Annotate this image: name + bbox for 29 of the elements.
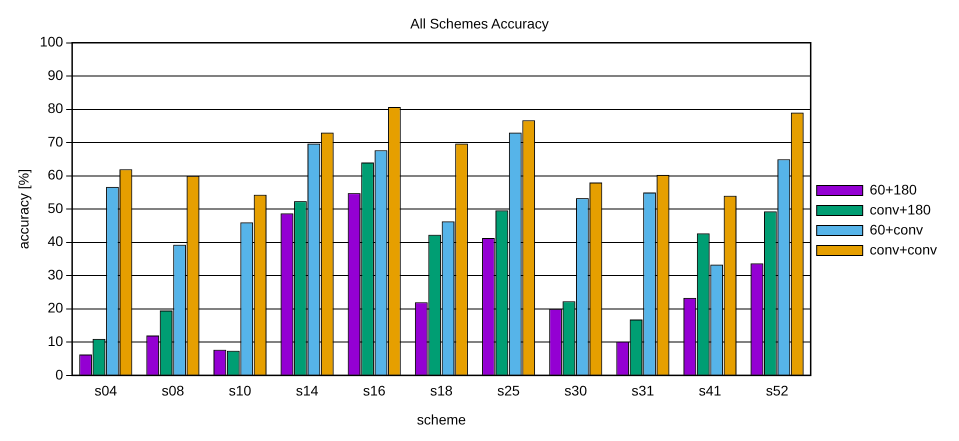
chart-title: All Schemes Accuracy — [410, 15, 549, 32]
x-tick-label: s10 — [228, 382, 252, 399]
y-axis-title: accuracy [%] — [15, 169, 32, 250]
x-tick-label: s30 — [564, 382, 588, 399]
x-tick-label: s41 — [698, 382, 722, 399]
y-tick-label: 50 — [48, 200, 64, 216]
y-tick-label: 100 — [40, 34, 64, 50]
y-tick-label: 60 — [48, 166, 64, 183]
y-tick-label: 90 — [48, 66, 64, 83]
x-axis-title: scheme — [416, 411, 466, 428]
x-tick-label: s08 — [162, 382, 184, 399]
y-tick-label: 80 — [48, 100, 64, 116]
y-tick-label: 0 — [55, 366, 64, 382]
legend-label: conv+conv — [870, 241, 938, 258]
legend-label: 60+180 — [870, 181, 917, 198]
legend-label: 60+conv — [870, 221, 924, 238]
y-tick-label: 20 — [48, 300, 64, 316]
y-tick-label: 30 — [48, 266, 64, 282]
x-tick-label: s18 — [430, 382, 453, 399]
x-tick-label: s04 — [94, 382, 118, 399]
x-tick-label: s25 — [497, 382, 520, 399]
legend-label: conv+180 — [870, 201, 931, 218]
x-tick-label: s52 — [766, 382, 789, 399]
x-tick-label: s14 — [296, 382, 319, 399]
y-tick-label: 70 — [48, 133, 64, 150]
y-tick-label: 10 — [48, 333, 64, 349]
x-tick-label: s31 — [632, 382, 654, 399]
x-tick-label: s16 — [362, 382, 386, 399]
y-tick-label: 40 — [48, 233, 64, 250]
